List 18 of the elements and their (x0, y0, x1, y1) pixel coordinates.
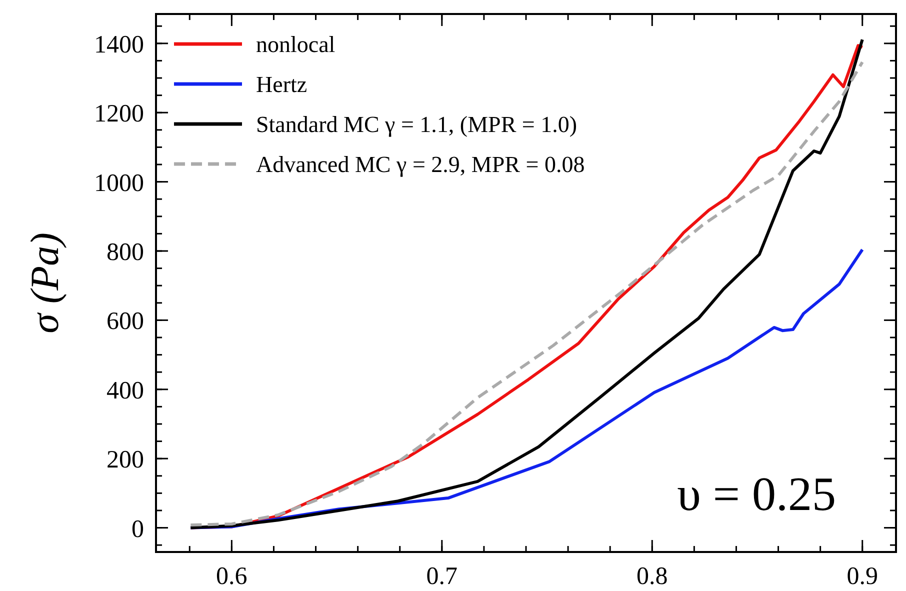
x-tick-label: 0.8 (636, 563, 668, 590)
y-axis-title: σ (Pa) (22, 232, 67, 334)
annotation: υ = 0.25 (677, 468, 836, 521)
legend-label: Advanced MC γ = 2.9, MPR = 0.08 (256, 152, 585, 177)
y-tick-label: 1200 (94, 100, 144, 128)
legend-label: nonlocal (256, 32, 336, 57)
y-tick-label: 400 (106, 377, 144, 404)
legend-label: Hertz (256, 72, 308, 97)
y-tick-label: 800 (106, 238, 144, 266)
x-tick-label: 0.7 (426, 563, 458, 590)
y-tick-label: 200 (106, 446, 144, 474)
x-tick-label: 0.9 (846, 563, 878, 590)
y-tick-label: 0 (132, 516, 144, 543)
x-tick-label: 0.6 (216, 563, 248, 590)
legend-label: Standard MC γ = 1.1, (MPR = 1.0) (256, 112, 578, 137)
y-tick-label: 1400 (94, 31, 144, 58)
y-tick-label: 600 (106, 308, 144, 336)
y-tick-label: 1000 (94, 170, 144, 197)
